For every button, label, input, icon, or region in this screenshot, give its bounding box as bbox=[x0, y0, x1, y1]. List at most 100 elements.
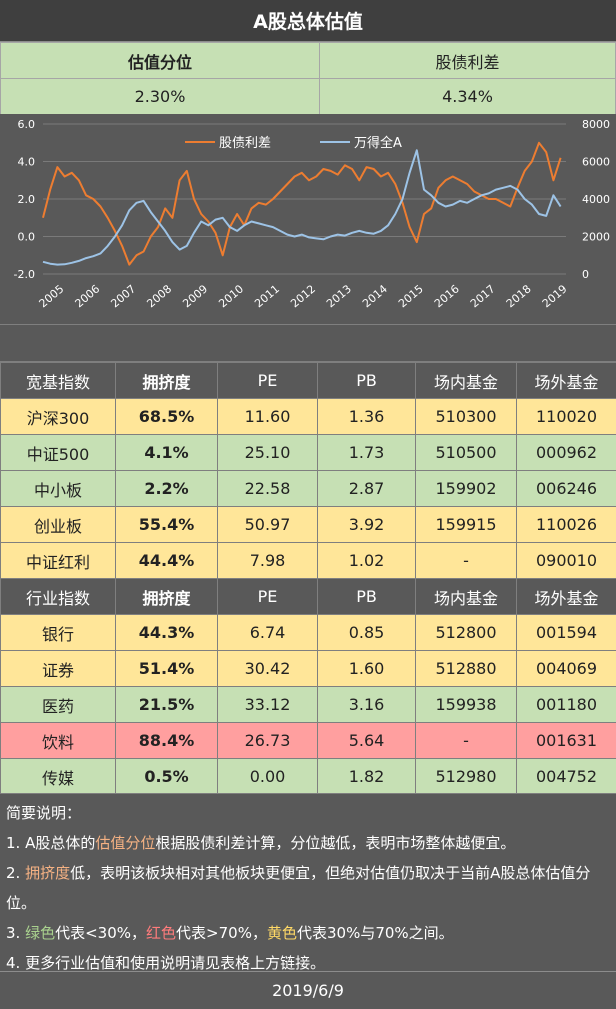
cell-crowd: 0.5% bbox=[115, 758, 218, 795]
cell-crowd: 55.4% bbox=[115, 506, 218, 543]
x-tick-label: 2013 bbox=[324, 282, 354, 310]
broad_index-header-1: 拥挤度 bbox=[115, 362, 218, 399]
left-tick-label: 4.0 bbox=[18, 156, 36, 169]
cell-pb: 5.64 bbox=[317, 722, 416, 759]
industry_index-header-1: 拥挤度 bbox=[115, 578, 218, 615]
cell-pe: 26.73 bbox=[217, 722, 318, 759]
x-tick-label: 2017 bbox=[468, 282, 498, 310]
cell-onsite: 512800 bbox=[415, 614, 517, 651]
cell-offsite: 001180 bbox=[516, 686, 616, 723]
table-row: 中小板 2.2% 22.58 2.87 159902 006246 bbox=[0, 470, 616, 507]
cell-onsite: 512980 bbox=[415, 758, 517, 795]
left-tick-label: 6.0 bbox=[18, 118, 36, 131]
cell-name: 沪深300 bbox=[0, 398, 116, 435]
table-row: 沪深300 68.5% 11.60 1.36 510300 110020 bbox=[0, 398, 616, 435]
x-tick-label: 2019 bbox=[540, 282, 570, 310]
cell-onsite: 159938 bbox=[415, 686, 517, 723]
x-tick-label: 2009 bbox=[180, 282, 210, 310]
page-title: A股总体估值 bbox=[0, 0, 616, 42]
x-tick-label: 2018 bbox=[504, 282, 534, 310]
cell-name: 创业板 bbox=[0, 506, 116, 543]
cell-onsite: - bbox=[415, 542, 517, 579]
cell-pe: 11.60 bbox=[217, 398, 318, 435]
table-row: 医药 21.5% 33.12 3.16 159938 001180 bbox=[0, 686, 616, 723]
cell-onsite: 159902 bbox=[415, 470, 517, 507]
table-row: 中证500 4.1% 25.10 1.73 510500 000962 bbox=[0, 434, 616, 471]
notes-section: 简要说明： 1. A股总体的估值分位根据股债利差计算，分位越低，表明市场整体越便… bbox=[0, 793, 616, 972]
notes-title: 简要说明： bbox=[6, 804, 82, 822]
right-tick-label: 0 bbox=[582, 268, 589, 281]
cell-pb: 3.92 bbox=[317, 506, 416, 543]
cell-name: 中证红利 bbox=[0, 542, 116, 579]
cell-crowd: 68.5% bbox=[115, 398, 218, 435]
spread-vs-index-chart: -2.0 0.0 2.0 4.0 6.0 0 2000 4000 6000 8000 2005 200… bbox=[0, 114, 616, 324]
cell-pe: 6.74 bbox=[217, 614, 318, 651]
cell-pb: 0.85 bbox=[317, 614, 416, 651]
update-date: 2019/6/9 bbox=[0, 971, 616, 1009]
table-row: 证券 51.4% 30.42 1.60 512880 004069 bbox=[0, 650, 616, 687]
cell-pe: 30.42 bbox=[217, 650, 318, 687]
industry_index-header-5: 场外基金 bbox=[516, 578, 616, 615]
cell-pe: 0.00 bbox=[217, 758, 318, 795]
table-row: 传媒 0.5% 0.00 1.82 512980 004752 bbox=[0, 758, 616, 795]
left-tick-label: 2.0 bbox=[18, 193, 36, 206]
cell-name: 饮料 bbox=[0, 722, 116, 759]
x-tick-label: 2016 bbox=[432, 282, 462, 310]
note-1: 1. A股总体的估值分位根据股债利差计算，分位越低，表明市场整体越便宜。 bbox=[6, 834, 516, 852]
industry_index-header-0: 行业指数 bbox=[0, 578, 116, 615]
cell-offsite: 004752 bbox=[516, 758, 616, 795]
cell-offsite: 001631 bbox=[516, 722, 616, 759]
broad_index-header-4: 场内基金 bbox=[415, 362, 517, 399]
x-tick-label: 2015 bbox=[396, 282, 426, 310]
industry_index-header-4: 场内基金 bbox=[415, 578, 517, 615]
cell-name: 中证500 bbox=[0, 434, 116, 471]
industry_index-header-2: PE bbox=[217, 578, 318, 615]
broad_index-header-2: PE bbox=[217, 362, 318, 399]
x-tick-label: 2014 bbox=[360, 282, 390, 310]
cell-name: 证券 bbox=[0, 650, 116, 687]
industry_index-header-3: PB bbox=[317, 578, 416, 615]
cell-name: 银行 bbox=[0, 614, 116, 651]
broad-index-table: 宽基指数 拥挤度 PE PB 场内基金 场外基金 沪深300 68.5% 11.60 1.36 51… bbox=[0, 362, 616, 579]
x-tick-label: 2005 bbox=[37, 282, 67, 310]
note-4: 4. 更多行业估值和使用说明请见表格上方链接。 bbox=[6, 954, 326, 972]
left-tick-label: 0.0 bbox=[18, 231, 36, 244]
cell-pb: 1.73 bbox=[317, 434, 416, 471]
cell-pb: 1.60 bbox=[317, 650, 416, 687]
note-3: 3. 绿色代表<30%，红色代表>70%，黄色代表30%与70%之间。 bbox=[6, 924, 454, 942]
right-tick-label: 8000 bbox=[582, 118, 610, 131]
table-row: 创业板 55.4% 50.97 3.92 159915 110026 bbox=[0, 506, 616, 543]
right-tick-label: 6000 bbox=[582, 156, 610, 169]
valuation-percentile-header: 估值分位 bbox=[0, 42, 320, 79]
valuation-percentile-value: 2.30% bbox=[0, 78, 320, 115]
cell-onsite: 510500 bbox=[415, 434, 517, 471]
broad_index-header-row: 宽基指数 拥挤度 PE PB 场内基金 场外基金 bbox=[0, 362, 616, 399]
valuation-summary: 估值分位 股债利差 2.30% 4.34% bbox=[0, 42, 616, 115]
cell-pe: 33.12 bbox=[217, 686, 318, 723]
cell-pb: 1.82 bbox=[317, 758, 416, 795]
equity-bond-spread-value: 4.34% bbox=[319, 78, 616, 115]
cell-pe: 25.10 bbox=[217, 434, 318, 471]
cell-crowd: 44.3% bbox=[115, 614, 218, 651]
cell-crowd: 88.4% bbox=[115, 722, 218, 759]
cell-pb: 2.87 bbox=[317, 470, 416, 507]
broad_index-header-5: 场外基金 bbox=[516, 362, 616, 399]
cell-offsite: 006246 bbox=[516, 470, 616, 507]
x-tick-label: 2007 bbox=[108, 282, 138, 310]
legend-label: 股债利差 bbox=[219, 136, 271, 151]
legend-label: 万得全A bbox=[354, 135, 402, 151]
cell-name: 中小板 bbox=[0, 470, 116, 507]
equity-bond-spread-header: 股债利差 bbox=[319, 42, 616, 79]
cell-pe: 50.97 bbox=[217, 506, 318, 543]
cell-offsite: 004069 bbox=[516, 650, 616, 687]
cell-crowd: 4.1% bbox=[115, 434, 218, 471]
cell-pe: 7.98 bbox=[217, 542, 318, 579]
industry_index-header-row: 行业指数 拥挤度 PE PB 场内基金 场外基金 bbox=[0, 578, 616, 615]
cell-offsite: 110026 bbox=[516, 506, 616, 543]
cell-pb: 1.02 bbox=[317, 542, 416, 579]
section-divider bbox=[0, 324, 616, 362]
cell-name: 传媒 bbox=[0, 758, 116, 795]
cell-offsite: 110020 bbox=[516, 398, 616, 435]
